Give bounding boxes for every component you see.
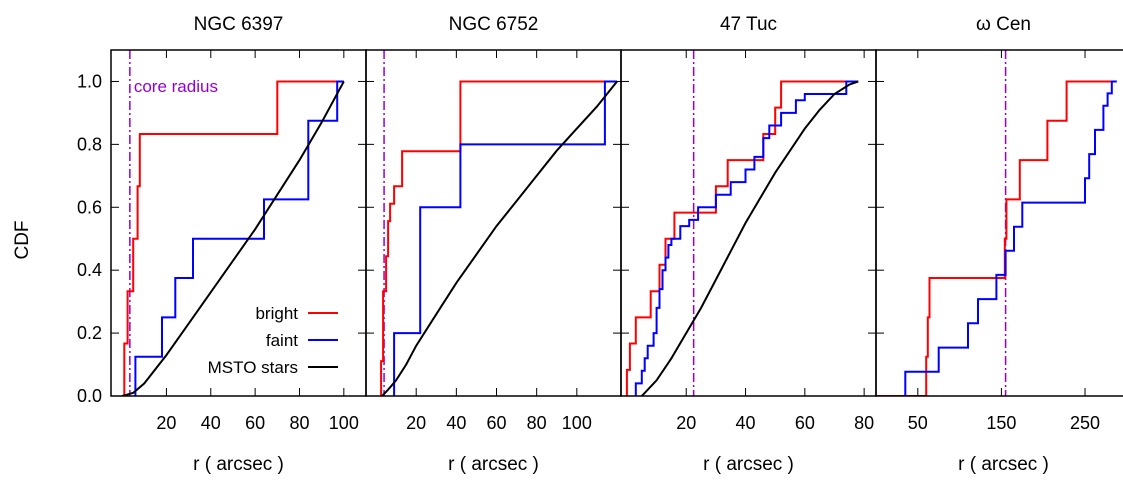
x-tick-label: 80: [854, 413, 874, 433]
x-tick-label: 60: [795, 413, 815, 433]
y-tick-label: 0.8: [77, 134, 102, 154]
panels: NGC 6397 0.0 0.2 0.4 0.6 0.8 1.0 20 40 60 80 100 r (…: [77, 14, 1123, 475]
series-msto-stars: [641, 80, 859, 396]
series-bright: [380, 80, 617, 396]
x-tick-label: 50: [908, 413, 928, 433]
series-faint: [134, 80, 344, 396]
x-tick-label: 40: [736, 413, 756, 433]
panel-title: ω Cen: [976, 14, 1031, 35]
x-tick-label: 100: [329, 413, 359, 433]
legend-label-faint: faint: [266, 331, 298, 350]
x-tick-label: 100: [562, 413, 592, 433]
series-msto-stars: [121, 81, 345, 396]
y-tick-label: 0.2: [77, 323, 102, 343]
y-tick-label: 0.4: [77, 260, 102, 280]
panel-data: [625, 50, 859, 396]
x-tick-label: 60: [245, 413, 265, 433]
series-bright: [876, 80, 1115, 396]
series-bright: [123, 80, 344, 396]
legend-label-msto-stars: MSTO stars: [208, 358, 298, 377]
series-bright: [625, 80, 859, 396]
x-axis-label: r ( arcsec ): [703, 454, 794, 475]
x-axis-label: r ( arcsec ): [448, 454, 539, 475]
x-tick-label: 250: [1070, 413, 1100, 433]
panel-1: NGC 6397 0.0 0.2 0.4 0.6 0.8 1.0 20 40 60 80 100 r (…: [77, 14, 367, 475]
panel-frame: [875, 49, 1123, 397]
panel-frame: [620, 49, 877, 397]
series-faint: [393, 80, 617, 396]
panel-2: NGC 6752 20 40 60 80 100 r ( arcsec ): [365, 14, 622, 475]
x-tick-label: 60: [486, 413, 506, 433]
panel-data: [380, 50, 618, 396]
series-msto-stars: [381, 80, 618, 396]
x-tick-label: 20: [676, 413, 696, 433]
x-tick-label: 40: [201, 413, 221, 433]
x-tick-label: 20: [156, 413, 176, 433]
x-tick-label: 80: [289, 413, 309, 433]
panel-title: 47 Tuc: [720, 14, 777, 35]
panel-frame: [365, 49, 622, 397]
panel-data: [121, 50, 345, 396]
y-tick-label: 0.0: [77, 386, 102, 406]
x-tick-label: 40: [446, 413, 466, 433]
core-radius-annotation: core radius: [134, 77, 218, 96]
x-tick-label: 150: [986, 413, 1016, 433]
panel-4: ω Cen 50 150 250 r ( arcsec ): [875, 14, 1123, 475]
panel-title: NGC 6397: [194, 14, 284, 35]
x-tick-label: 80: [527, 413, 547, 433]
x-tick-label: 20: [406, 413, 426, 433]
panel-3: 47 Tuc 20 40 60 80 r ( arcsec ): [620, 14, 877, 475]
series-faint: [634, 80, 859, 396]
y-tick-label: 1.0: [77, 71, 102, 91]
series-faint: [904, 80, 1117, 396]
y-axis-label: CDF: [12, 220, 33, 259]
x-axis-label: r ( arcsec ): [958, 454, 1049, 475]
y-tick-label: 0.6: [77, 197, 102, 217]
x-axis-label: r ( arcsec ): [193, 454, 284, 475]
panel-title: NGC 6752: [449, 14, 539, 35]
panel-frame: [110, 49, 367, 397]
legend-label-bright: bright: [255, 304, 298, 323]
panel-data: [876, 50, 1117, 396]
